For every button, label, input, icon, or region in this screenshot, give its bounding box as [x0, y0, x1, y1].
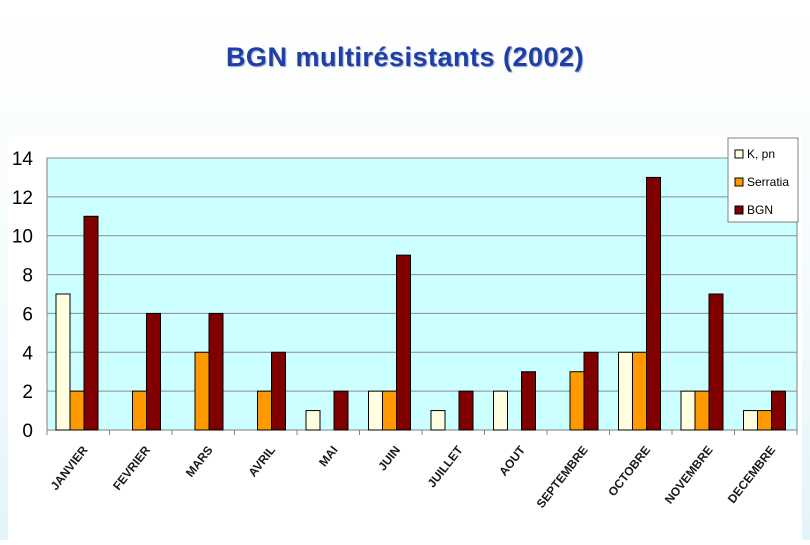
y-tick-label: 14	[12, 149, 34, 170]
y-tick-label: 4	[22, 343, 33, 364]
bar-bgn	[333, 390, 349, 431]
x-tick-label: MARS	[183, 443, 216, 479]
plot-area	[46, 157, 798, 431]
bar-bgn	[583, 351, 599, 431]
x-tick-label: JANVIER	[48, 443, 91, 493]
x-tick-label: JUIN	[375, 443, 403, 473]
bar-k-pn	[618, 351, 633, 431]
bar-k-pn	[430, 410, 446, 431]
x-tick-label: MAI	[316, 443, 341, 469]
bar-serratia	[632, 351, 647, 431]
x-tick-label: FEVRIER	[110, 443, 153, 493]
bar-bgn	[646, 176, 661, 431]
bar-bgn	[771, 390, 786, 431]
bar-chart: 0 2 4 6 8 10 12 14 JANVIER FEVRIER MARS AVRIL MAI JUI…	[12, 137, 799, 511]
x-tick-label: OCTOBRE	[605, 443, 653, 499]
x-tick-label: JUILLET	[425, 443, 466, 490]
x-tick-label: NOVEMBRE	[662, 443, 716, 506]
bar-k-pn	[680, 390, 696, 431]
bar-serratia	[382, 390, 397, 431]
bar-k-pn	[743, 410, 758, 431]
legend-swatch	[734, 149, 744, 159]
y-tick-label: 8	[22, 266, 33, 287]
x-tick-label: DECEMBRE	[725, 443, 778, 506]
x-tick-label: AVRIL	[245, 443, 278, 479]
y-tick-label: 12	[12, 188, 33, 209]
legend-label: Serratia	[747, 175, 789, 189]
bar-serratia	[194, 351, 210, 431]
x-tick-label: AOUT	[496, 443, 528, 479]
bar-k-pn	[493, 390, 508, 431]
bar-bgn	[708, 293, 724, 431]
bar-bgn	[396, 254, 411, 431]
bar-serratia	[69, 390, 85, 431]
bar-serratia	[257, 390, 272, 431]
bar-bgn	[458, 390, 474, 431]
slide-title: BGN multirésistants (2002)	[225, 42, 585, 72]
bar-bgn	[208, 312, 224, 431]
legend-label: BGN	[747, 203, 773, 217]
bar-bgn	[146, 312, 161, 431]
bar-serratia	[757, 410, 772, 431]
y-tick-label: 0	[22, 421, 33, 442]
legend-swatch	[734, 205, 744, 215]
x-tick-label: SEPTEMBRE	[534, 443, 591, 510]
legend-swatch	[734, 177, 744, 187]
chart-frame: 0 2 4 6 8 10 12 14 JANVIER FEVRIER MARS AVRIL MAI JUI…	[8, 136, 802, 540]
bar-bgn	[521, 371, 536, 431]
y-tick-label: 2	[22, 382, 33, 403]
y-tick-label: 6	[22, 304, 33, 325]
bar-bgn	[271, 351, 286, 431]
bar-serratia	[569, 371, 585, 431]
bar-serratia	[132, 390, 147, 431]
bar-k-pn	[305, 410, 321, 431]
legend-label: K, pn	[747, 147, 775, 161]
bar-serratia	[694, 390, 710, 431]
y-tick-label: 10	[12, 227, 33, 248]
bar-k-pn	[55, 293, 71, 431]
bar-k-pn	[368, 390, 383, 431]
bar-bgn	[83, 215, 99, 431]
